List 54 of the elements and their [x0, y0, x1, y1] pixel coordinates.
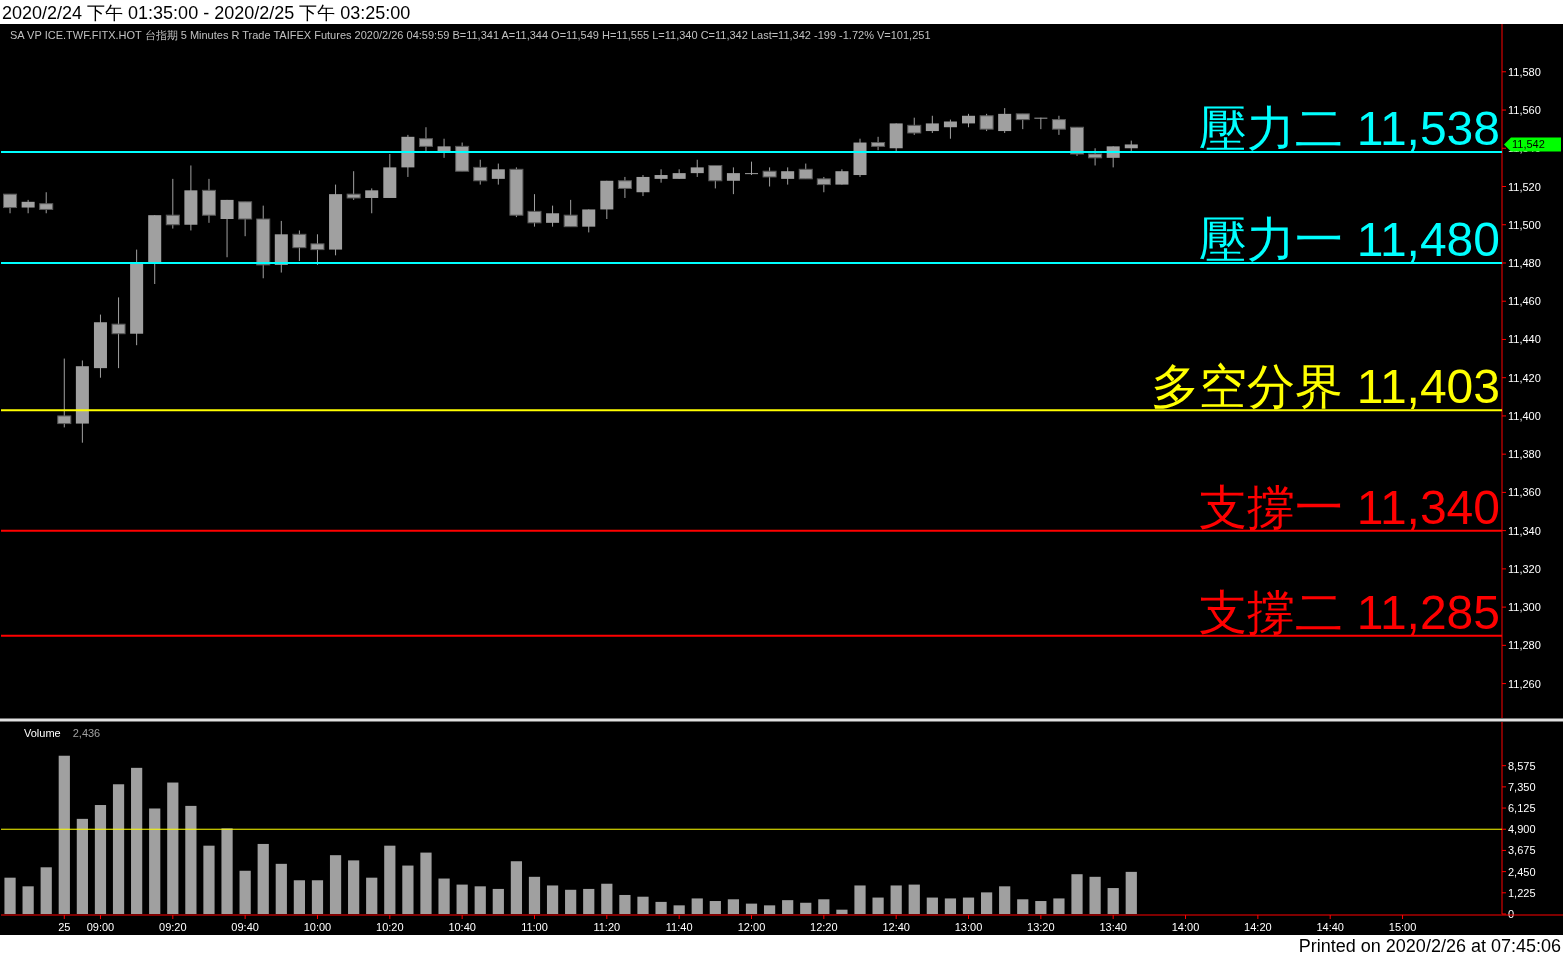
title: Volume — [24, 727, 61, 739]
xtick: 09:00 — [86, 921, 115, 933]
xtick: 09:20 — [159, 921, 187, 933]
xtick: 13:20 — [1027, 921, 1055, 933]
subtitle: 2,436 — [72, 727, 101, 739]
xtick: 14:40 — [1316, 921, 1344, 933]
ytick: 8,575 — [1508, 759, 1536, 772]
ytick: 4,900 — [1508, 823, 1536, 836]
xtick: 10:20 — [376, 921, 404, 933]
xtick: 12:00 — [737, 921, 766, 933]
ytick: 11,380 — [1508, 448, 1541, 461]
ytick: 11,560 — [1508, 104, 1541, 117]
ytick: 11,360 — [1508, 486, 1541, 499]
xtick: 13:40 — [1099, 921, 1127, 933]
ytick: 1,225 — [1508, 886, 1536, 899]
xtick: 25 — [58, 921, 71, 933]
xtick: 13:00 — [954, 921, 983, 933]
ytick: 11,580 — [1508, 65, 1541, 78]
ytick: 11,500 — [1508, 218, 1541, 231]
xtick: 11:00 — [521, 921, 548, 933]
subtitle: SA VP ICE.TWF.FITX.HOT 台指期 5 Minutes R Trade TAIFEX Futures 2020/2/26 04:59:59 B=11,341 A=11,344 O=11,549 H=11,555 L=11,340 C=11,342 Last=11,342 -199 -1.72% V=101,251 — [10, 29, 931, 41]
ytick: 7,350 — [1508, 780, 1536, 793]
ref-label: 多空分界 11,403 — [1151, 360, 1500, 414]
title: 2020/2/24 下午 01:35:00 - 2020/2/25 下午 03:25:00 — [2, 3, 411, 23]
xtick: 12:40 — [882, 921, 910, 933]
ref-label: 壓力一 11,480 — [1199, 213, 1500, 266]
ytick: 11,420 — [1508, 371, 1541, 384]
xtick: 14:20 — [1244, 921, 1272, 933]
xtick: 10:40 — [448, 921, 476, 933]
xtick: 10:00 — [303, 921, 332, 933]
ytick: 11,480 — [1508, 257, 1541, 269]
ytick: 11,260 — [1508, 677, 1541, 690]
ytick: 11,320 — [1508, 562, 1541, 575]
xtick: 15:00 — [1388, 921, 1417, 933]
ytick: 11,280 — [1508, 639, 1541, 652]
ytick: 2,450 — [1508, 865, 1536, 878]
note: Printed on 2020/2/26 at 07:45:06 — [1298, 936, 1561, 956]
ytick: 6,125 — [1508, 802, 1536, 815]
xtick: 11:40 — [665, 921, 693, 933]
ref-label: 壓力二 11,538 — [1199, 102, 1500, 156]
xtick: 12:20 — [810, 921, 838, 933]
xtick: 09:40 — [231, 921, 259, 933]
ytick: 11,340 — [1508, 524, 1541, 537]
ref-label: 支撐二 11,285 — [1199, 585, 1500, 639]
ytick: 11,300 — [1508, 601, 1541, 614]
ytick: 3,675 — [1508, 844, 1536, 857]
ytick: 0 — [1508, 908, 1515, 920]
ytick: 11,460 — [1508, 295, 1541, 308]
ytick: 11,520 — [1508, 180, 1541, 193]
ref-label: 支撐一 11,340 — [1199, 480, 1500, 534]
xtick: 11:20 — [593, 921, 621, 933]
xtick: 14:00 — [1171, 921, 1200, 933]
ytick: 11,440 — [1508, 333, 1541, 346]
ytick: 11,400 — [1508, 409, 1541, 422]
